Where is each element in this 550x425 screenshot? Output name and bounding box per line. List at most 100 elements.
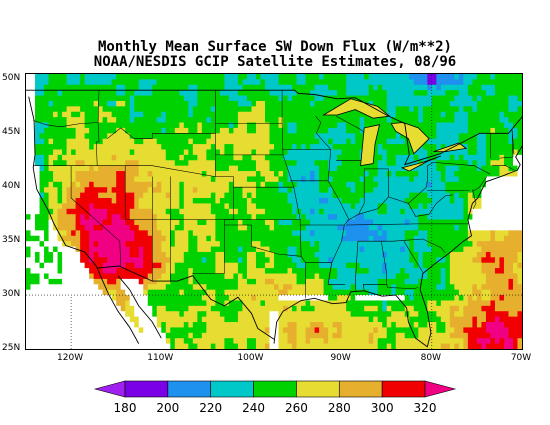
flux-cell (404, 95, 410, 102)
flux-cell (395, 241, 401, 248)
flux-cell (75, 176, 81, 183)
flux-cell (206, 219, 212, 226)
flux-cell (467, 246, 473, 253)
flux-cell (418, 187, 424, 194)
flux-cell (210, 90, 216, 97)
flux-cell (224, 144, 230, 151)
flux-cell (53, 176, 59, 183)
flux-cell (346, 133, 352, 140)
flux-cell (364, 214, 370, 221)
flux-cell (48, 181, 54, 188)
flux-cell (346, 235, 352, 242)
flux-cell (413, 100, 419, 107)
flux-cell (71, 100, 77, 107)
flux-cell (364, 289, 370, 296)
flux-cell (192, 262, 198, 269)
flux-cell (400, 219, 406, 226)
flux-cell (215, 79, 221, 86)
flux-cell (346, 311, 352, 318)
flux-cell (129, 316, 135, 323)
flux-cell (57, 241, 63, 248)
flux-cell (75, 100, 81, 107)
flux-cell (183, 295, 189, 302)
flux-cell (66, 117, 72, 124)
flux-cell (476, 208, 483, 215)
flux-cell (120, 241, 126, 248)
flux-cell (156, 251, 162, 258)
flux-cell (458, 300, 464, 307)
flux-cell (364, 230, 370, 237)
flux-cell (287, 241, 293, 248)
flux-cell (233, 273, 239, 280)
flux-cell (332, 79, 338, 86)
flux-cell (147, 160, 153, 167)
flux-cell (156, 316, 162, 323)
flux-cell (26, 79, 32, 86)
flux-cell (102, 100, 108, 107)
flux-cell (310, 84, 316, 91)
flux-cell (467, 95, 473, 102)
flux-cell (310, 203, 316, 210)
flux-cell (454, 262, 460, 269)
flux-cell (53, 181, 59, 188)
flux-cell (404, 300, 410, 307)
flux-cell (219, 74, 225, 80)
flux-cell (404, 246, 410, 253)
flux-cell (346, 160, 352, 167)
flux-cell (472, 268, 478, 275)
flux-cell (445, 224, 451, 231)
flux-cell (355, 122, 361, 129)
flux-cell (404, 219, 410, 226)
flux-cell (377, 214, 383, 221)
flux-cell (39, 246, 45, 253)
flux-cell (359, 192, 365, 199)
flux-cell (201, 79, 207, 86)
flux-cell (161, 138, 167, 145)
flux-cell (341, 300, 347, 307)
flux-cell (395, 165, 401, 172)
flux-cell (512, 144, 519, 151)
flux-cell (48, 284, 54, 291)
flux-cell (93, 246, 99, 253)
flux-cell (39, 138, 45, 145)
flux-cell (427, 268, 433, 275)
flux-cell (328, 95, 334, 102)
flux-cell (80, 176, 86, 183)
flux-cell (170, 219, 176, 226)
flux-cell (242, 117, 248, 124)
flux-cell (373, 154, 379, 161)
flux-cell (427, 305, 433, 312)
flux-cell (413, 219, 419, 226)
flux-cell (80, 235, 86, 242)
flux-cell (337, 127, 343, 134)
flux-cell (287, 268, 293, 275)
flux-cell (107, 154, 113, 161)
flux-cell (296, 122, 302, 129)
flux-cell (62, 198, 68, 205)
flux-cell (260, 165, 266, 172)
flux-cell (264, 208, 271, 215)
flux-cell (400, 144, 406, 151)
flux-cell (201, 106, 207, 113)
flux-cell (373, 311, 379, 318)
flux-cell (264, 111, 271, 118)
flux-cell (472, 181, 478, 188)
flux-cell (503, 241, 510, 248)
flux-cell (422, 127, 428, 134)
flux-cell (463, 295, 469, 302)
flux-cell (355, 192, 361, 199)
flux-cell (71, 198, 77, 205)
flux-cell (382, 90, 388, 97)
flux-cell (305, 138, 311, 145)
flux-cell (161, 100, 167, 107)
flux-cell (436, 111, 442, 118)
flux-cell (80, 246, 86, 253)
flux-cell (62, 90, 68, 97)
flux-cell (301, 208, 307, 215)
flux-cell (80, 273, 86, 280)
flux-cell (310, 289, 316, 296)
flux-cell (183, 133, 189, 140)
flux-cell (174, 268, 180, 275)
flux-cell (314, 84, 320, 91)
flux-cell (364, 219, 370, 226)
